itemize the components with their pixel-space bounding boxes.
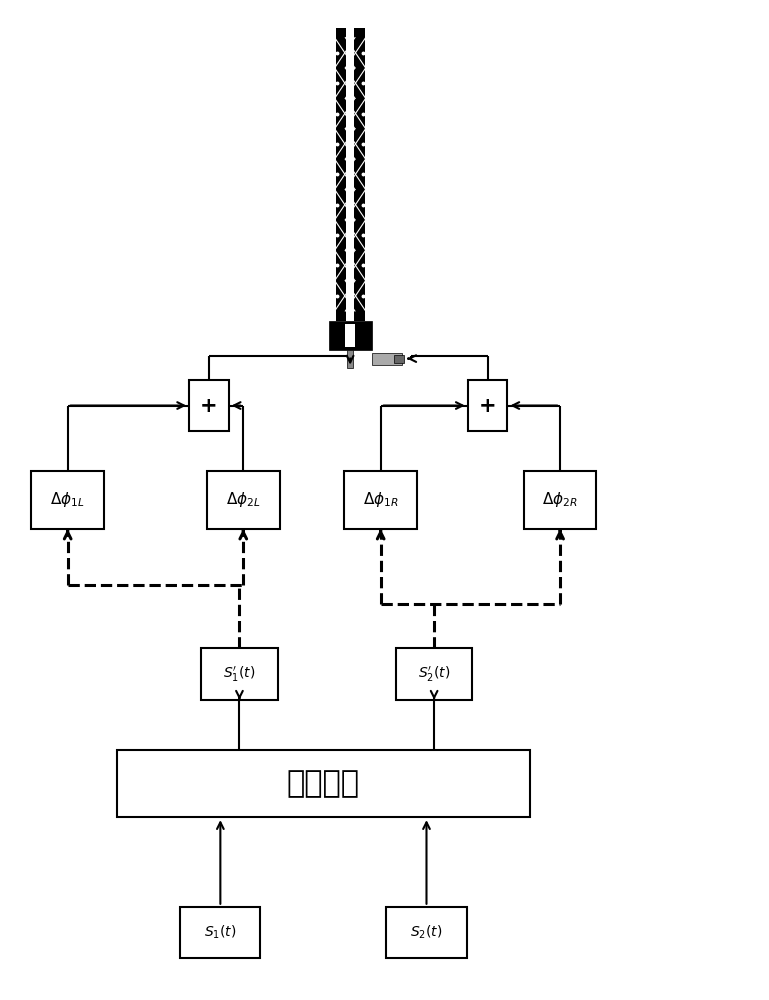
Text: +: + bbox=[200, 396, 218, 416]
Bar bbox=[524, 471, 596, 529]
Bar bbox=[32, 471, 104, 529]
Text: $S_1'(t)$: $S_1'(t)$ bbox=[223, 664, 255, 684]
Bar bbox=[180, 907, 261, 958]
Bar bbox=[346, 28, 354, 321]
Bar bbox=[396, 648, 472, 700]
Text: $S_2(t)$: $S_2(t)$ bbox=[411, 924, 443, 941]
Bar bbox=[201, 648, 278, 700]
Bar bbox=[347, 350, 353, 368]
Bar bbox=[371, 353, 402, 365]
Bar bbox=[345, 324, 355, 347]
Bar bbox=[118, 750, 530, 817]
Text: $\Delta\phi_{2L}$: $\Delta\phi_{2L}$ bbox=[226, 490, 261, 509]
Bar bbox=[468, 380, 508, 431]
Bar bbox=[394, 355, 404, 363]
Text: +: + bbox=[479, 396, 496, 416]
Bar bbox=[207, 471, 279, 529]
Bar bbox=[345, 471, 417, 529]
Text: 解耦网络: 解耦网络 bbox=[287, 769, 360, 798]
Bar bbox=[329, 321, 371, 350]
Bar bbox=[335, 28, 365, 321]
Text: $\Delta\phi_{1R}$: $\Delta\phi_{1R}$ bbox=[363, 490, 398, 509]
Bar bbox=[189, 380, 228, 431]
Text: $S_2'(t)$: $S_2'(t)$ bbox=[418, 664, 451, 684]
Text: $\Delta\phi_{1L}$: $\Delta\phi_{1L}$ bbox=[51, 490, 85, 509]
Bar bbox=[386, 907, 467, 958]
Text: $\Delta\phi_{2R}$: $\Delta\phi_{2R}$ bbox=[542, 490, 578, 509]
Text: $S_1(t)$: $S_1(t)$ bbox=[204, 924, 237, 941]
